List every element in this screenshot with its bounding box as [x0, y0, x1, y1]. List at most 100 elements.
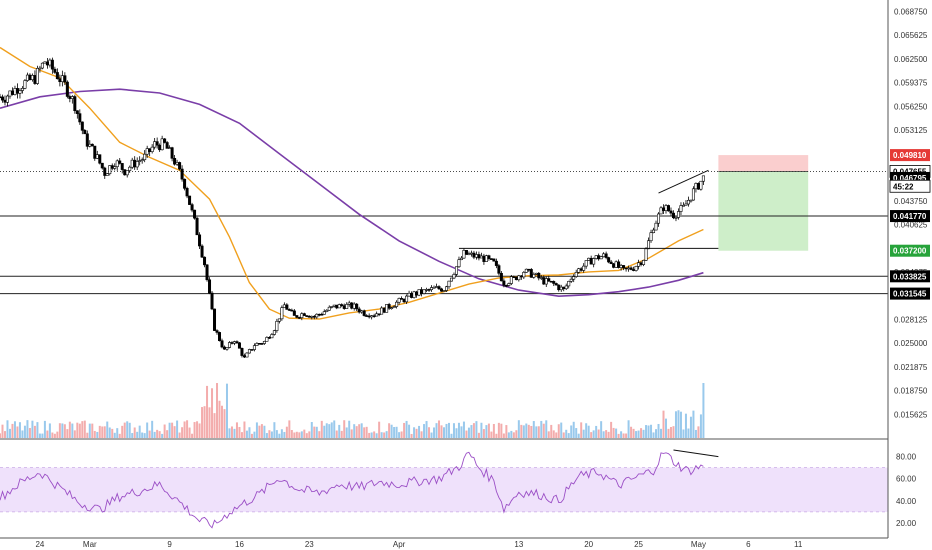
candle-body — [143, 153, 147, 161]
volume-bar — [218, 400, 221, 438]
candle-body — [18, 90, 22, 94]
volume-bar — [293, 432, 296, 438]
candle-body — [73, 96, 77, 112]
candle-body — [427, 289, 431, 291]
volume-bar — [350, 429, 353, 438]
volume-bar — [143, 433, 146, 438]
volume-bar — [305, 433, 308, 438]
candle-body — [512, 276, 516, 278]
rsi-pane[interactable] — [0, 438, 888, 529]
date-axis[interactable]: 24 Mar 9 16 23 Apr 13 20 25 May 6 11 — [0, 537, 888, 549]
price-badge-box — [890, 244, 930, 257]
volume-bar — [41, 433, 44, 438]
candle-body — [686, 200, 690, 205]
candle-body — [474, 254, 478, 258]
candle-body — [637, 262, 641, 267]
candle-body — [435, 286, 439, 288]
volume-bar — [335, 430, 338, 438]
candle-body — [215, 330, 219, 333]
volume-bar — [308, 431, 311, 438]
volume-bar — [133, 427, 136, 438]
volume-bar — [577, 433, 580, 438]
volume-bar — [425, 421, 428, 438]
candle-body — [669, 210, 673, 214]
candle-body — [524, 268, 528, 273]
candle-body — [310, 315, 314, 318]
volume-bar — [203, 406, 206, 438]
candle-body — [63, 75, 67, 83]
volume-bar — [585, 423, 588, 438]
volume-bar — [512, 432, 515, 438]
volume-bar — [582, 429, 585, 438]
volume-bar — [655, 429, 658, 438]
volume-bar — [615, 428, 618, 438]
volume-bar — [101, 426, 104, 438]
candle-body — [83, 130, 87, 135]
candle-body — [392, 306, 396, 309]
price-tick-label: 0.059375 — [894, 79, 928, 88]
candle-body — [649, 232, 653, 242]
candle-body — [265, 337, 269, 342]
volume-bar — [355, 426, 358, 438]
volume-bar — [667, 428, 670, 438]
candle-body — [407, 292, 411, 297]
candle-body — [385, 304, 389, 313]
price-axis[interactable]: 0.068750 0.065625 0.062500 0.059375 0.056250… — [887, 0, 931, 538]
candle-body — [118, 160, 122, 164]
candle-body — [689, 199, 693, 202]
candle-body — [205, 264, 209, 281]
candle-body — [280, 307, 284, 320]
candle-body — [624, 267, 628, 270]
candle-body — [340, 304, 344, 307]
candle-body — [644, 248, 648, 261]
candle-body — [614, 261, 618, 268]
candle-body — [337, 304, 341, 309]
candle-body — [604, 253, 608, 258]
candle-body — [405, 295, 409, 303]
candle-body — [387, 304, 391, 309]
candle-body — [472, 252, 476, 258]
volume-bar — [532, 421, 535, 438]
trendline[interactable] — [658, 169, 709, 194]
rsi-trendline[interactable] — [673, 449, 719, 458]
candle-body — [43, 61, 47, 64]
candle-body — [664, 205, 668, 211]
candle-body — [554, 283, 558, 286]
candle-body — [322, 311, 326, 315]
candle-body — [447, 280, 451, 288]
candle-body — [330, 306, 334, 308]
price-badge-box — [890, 149, 930, 162]
volume-bar — [502, 433, 505, 438]
candle-body — [305, 315, 309, 317]
candle-body — [402, 298, 406, 303]
volume-bar — [263, 425, 266, 438]
candle-body — [679, 205, 683, 212]
volume-bar — [418, 425, 421, 438]
candle-body — [412, 291, 416, 298]
candle-body — [479, 255, 483, 259]
volume-bar — [56, 431, 59, 438]
volume-bar — [520, 424, 523, 438]
stop-loss-zone[interactable] — [718, 155, 809, 172]
volume-bar — [333, 420, 336, 438]
candle-body — [8, 90, 12, 97]
volume-bar — [288, 420, 291, 438]
volume-bar — [567, 433, 570, 438]
volume-bar — [16, 426, 19, 438]
candle-body — [632, 269, 636, 271]
volume-bar — [674, 411, 677, 438]
volume-bar — [93, 430, 96, 438]
candle-body — [193, 209, 197, 219]
volume-bar — [318, 431, 321, 438]
take-profit-zone[interactable] — [718, 171, 809, 251]
candle-body — [150, 146, 154, 152]
volume-bar — [151, 420, 154, 438]
volume-bar — [193, 422, 196, 438]
candle-body — [617, 261, 621, 268]
candle-body — [60, 75, 64, 83]
candle-body — [430, 287, 434, 290]
price-badge-box — [890, 270, 930, 283]
